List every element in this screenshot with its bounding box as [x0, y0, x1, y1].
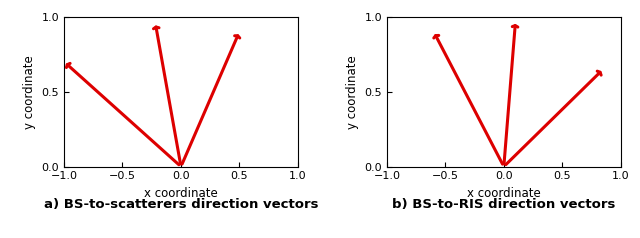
Y-axis label: y coordinate: y coordinate: [346, 55, 359, 129]
X-axis label: x coordinate: x coordinate: [467, 187, 541, 200]
Y-axis label: y coordinate: y coordinate: [23, 55, 36, 129]
Text: b) BS-to-RIS direction vectors: b) BS-to-RIS direction vectors: [392, 198, 616, 211]
Text: a) BS-to-scatterers direction vectors: a) BS-to-scatterers direction vectors: [44, 198, 318, 211]
X-axis label: x coordinate: x coordinate: [144, 187, 218, 200]
